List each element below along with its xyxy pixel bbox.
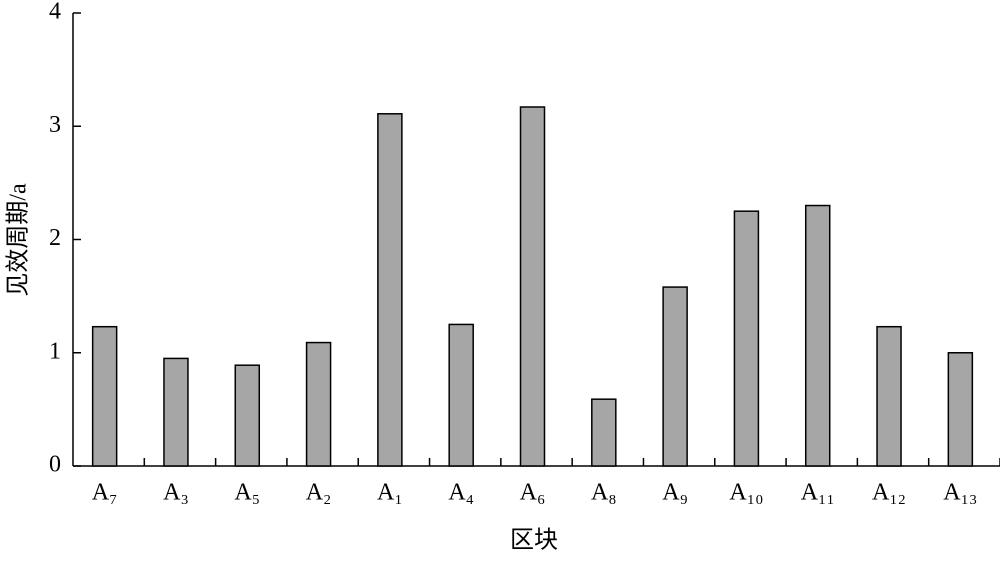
x-tick-label: A₉ [662, 480, 688, 506]
x-tick-label: A₇ [92, 480, 118, 506]
bar [91, 325, 118, 467]
x-tick-label: A₁₃ [943, 480, 977, 506]
x-tick-label: A₃ [163, 480, 189, 506]
bar [234, 364, 261, 467]
bar [519, 106, 546, 467]
bar [591, 398, 617, 467]
y-tick-label: 2 [49, 225, 61, 251]
y-tick-label: 4 [49, 0, 61, 25]
x-tick-label: A₁₁ [801, 480, 835, 506]
bar [163, 357, 189, 467]
bar [377, 113, 403, 467]
bar [662, 286, 688, 467]
y-tick-label: 3 [49, 112, 61, 138]
x-tick-label: A₁ [377, 480, 403, 506]
y-axis-label: 见效周期/a [5, 183, 32, 297]
x-tick-label: A₁₀ [729, 480, 763, 506]
x-axis-label: 区块 [510, 527, 558, 554]
x-tick-label: A₄ [448, 480, 474, 506]
y-tick-label: 0 [49, 452, 61, 478]
x-tick-label: A₅ [234, 480, 260, 506]
y-tick-label: 1 [49, 338, 61, 364]
bar [947, 352, 974, 467]
x-tick-label: A₆ [520, 480, 546, 506]
bar [305, 341, 332, 467]
bar [804, 204, 831, 467]
bar [448, 323, 474, 467]
bar [876, 325, 902, 467]
x-tick-label: A₈ [591, 480, 617, 506]
x-tick-label: A₂ [306, 480, 332, 506]
bar [733, 210, 760, 467]
x-tick-label: A₁₂ [872, 480, 906, 506]
